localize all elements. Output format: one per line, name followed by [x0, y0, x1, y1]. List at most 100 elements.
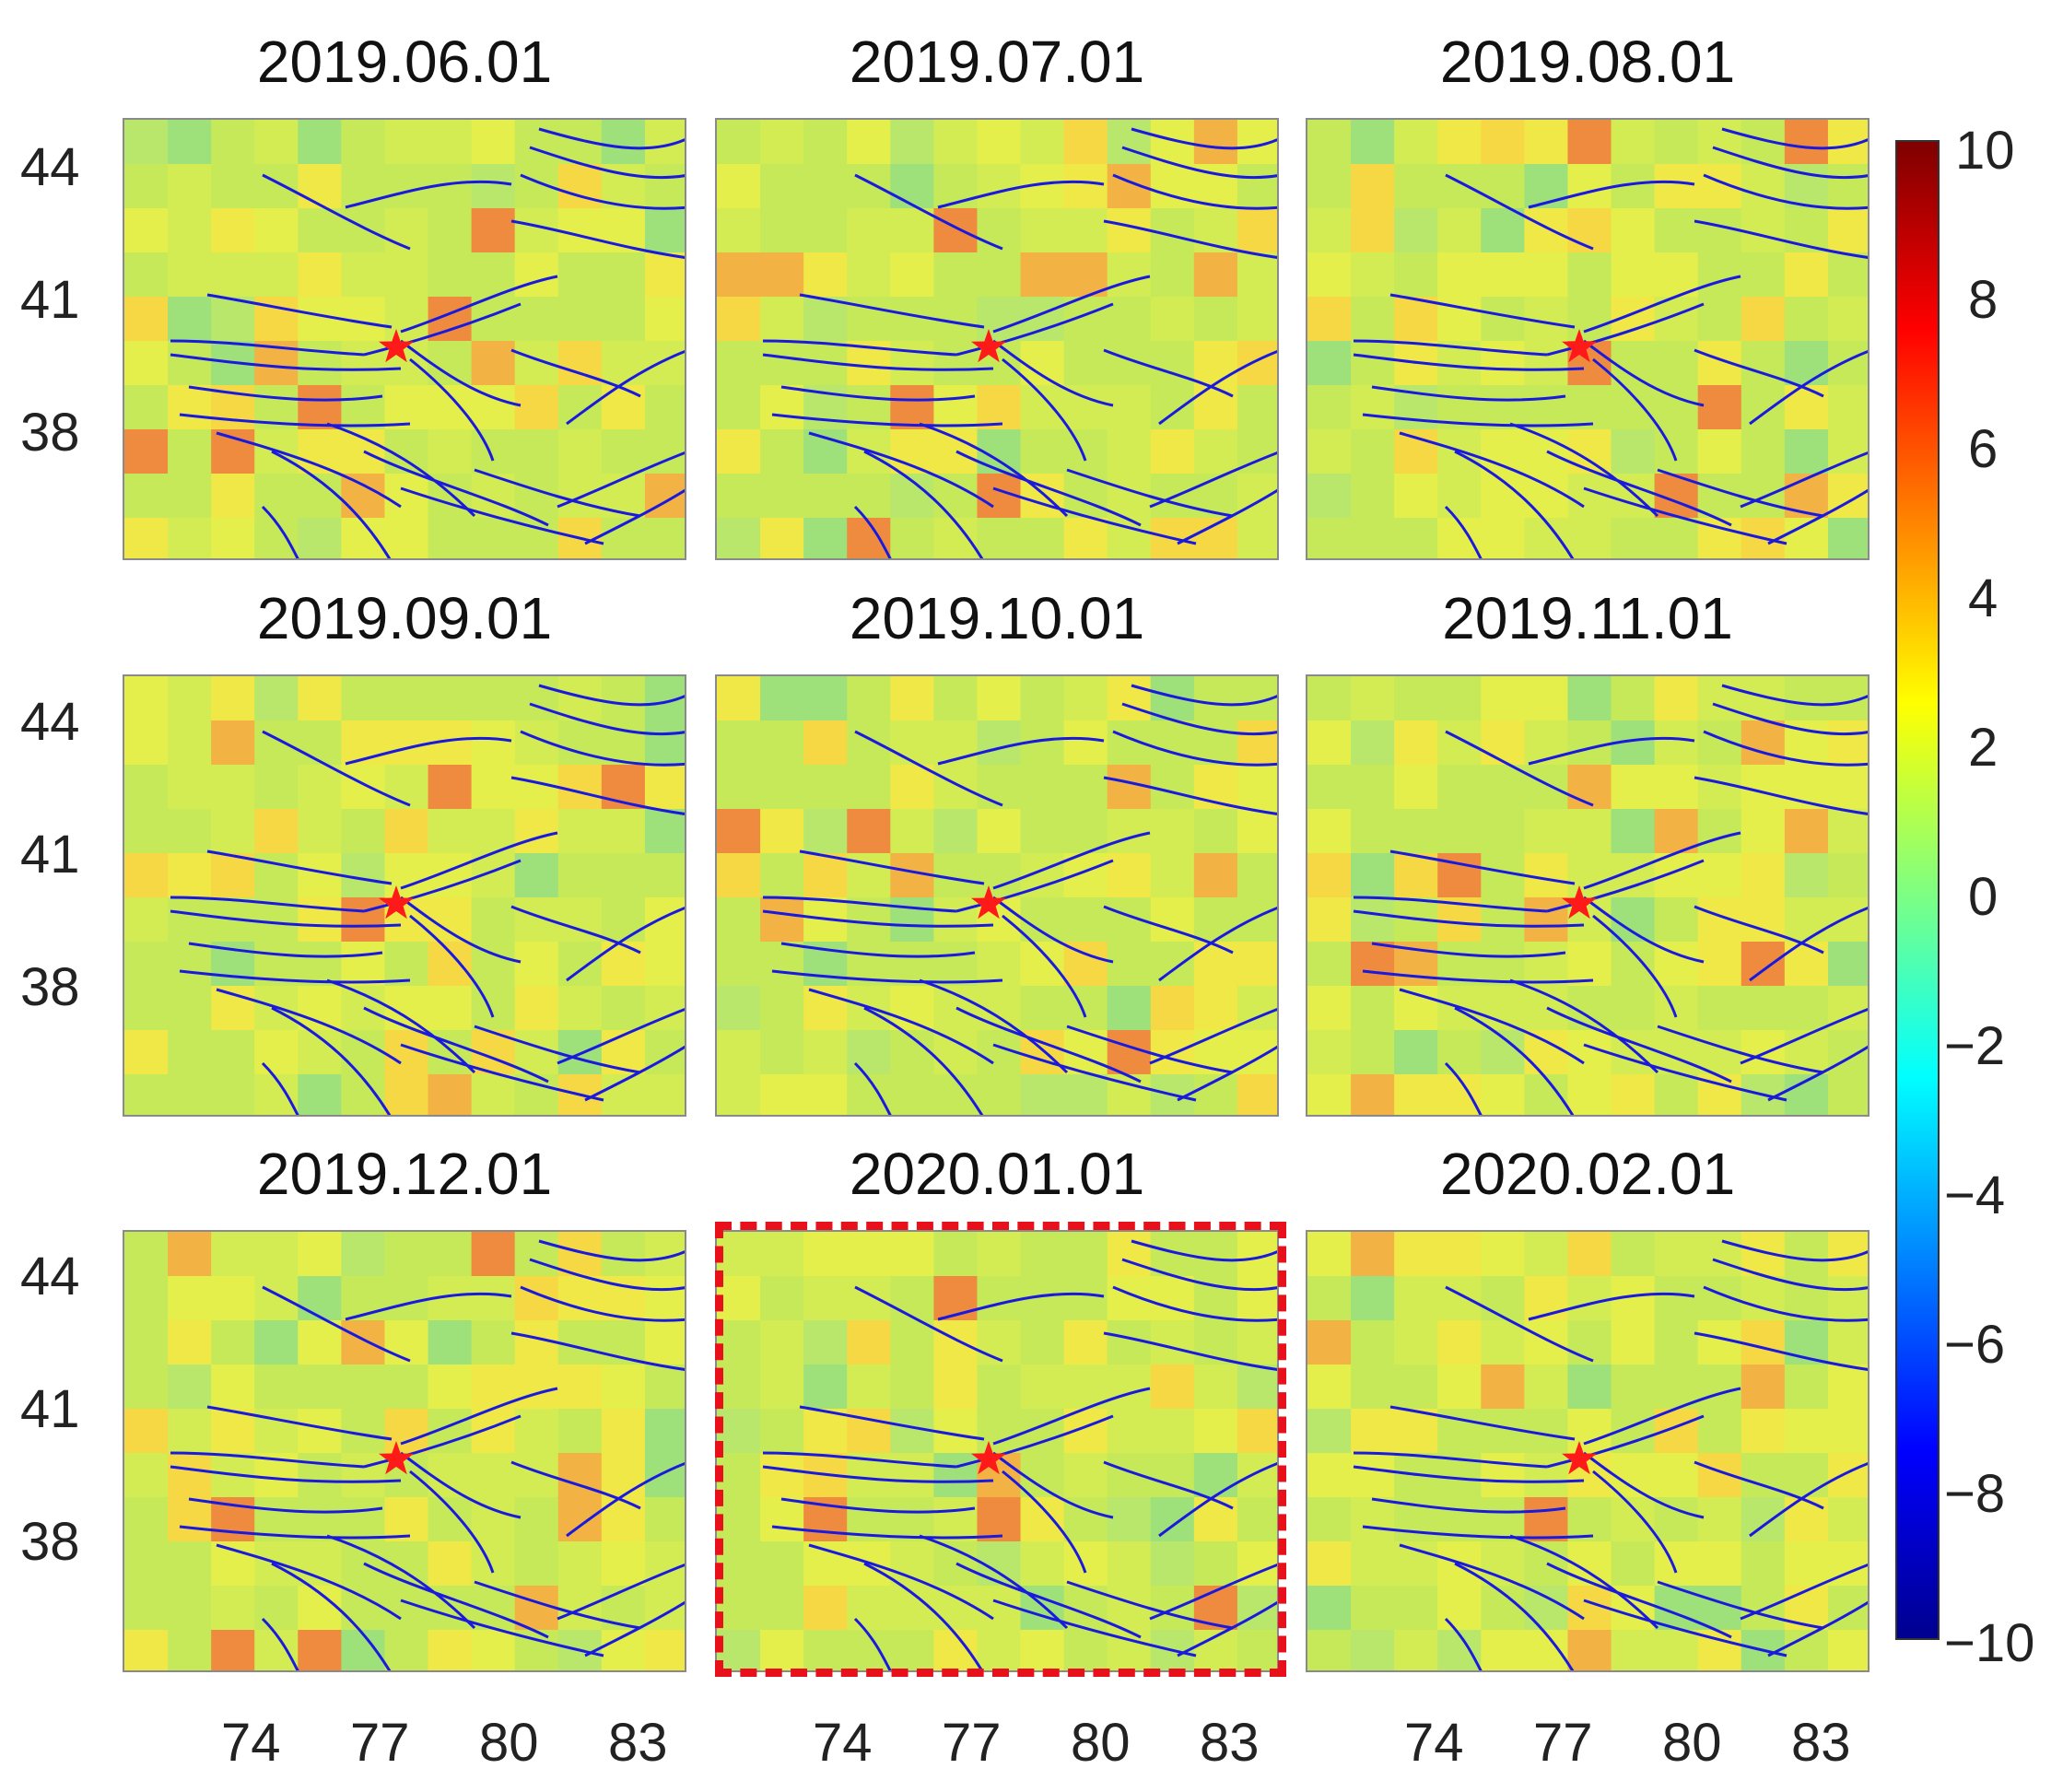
fault-line [510, 348, 641, 398]
grid-cell [1307, 1541, 1352, 1587]
grid-cell [847, 1232, 891, 1277]
red-star-icon [379, 1441, 414, 1475]
grid-cell [124, 720, 169, 766]
grid-cell [254, 1276, 299, 1321]
grid-cell [1437, 1232, 1482, 1277]
fault-line [1657, 1580, 1824, 1630]
grid-cell [1020, 120, 1065, 165]
grid-cell [1567, 853, 1612, 898]
grid-cell [428, 208, 473, 253]
grid-cell [1351, 1320, 1395, 1365]
grid-cell [1567, 252, 1612, 298]
fault-line [1767, 488, 1868, 545]
fault-line [566, 907, 685, 982]
grid-cell [1394, 474, 1438, 519]
grid-cell [1063, 765, 1108, 810]
fault-line [1149, 1563, 1277, 1621]
fault-line [409, 357, 495, 462]
grid-cell [1351, 1276, 1395, 1321]
grid-cell [1307, 765, 1352, 810]
fault-line [1103, 905, 1234, 955]
grid-cell [977, 1364, 1022, 1410]
grid-cell [644, 897, 685, 943]
map-canvas [124, 120, 685, 558]
fault-line [262, 173, 411, 251]
grid-cell [1481, 1364, 1525, 1410]
grid-cell [1394, 252, 1438, 298]
grid-cell [514, 385, 559, 430]
grid-cell [168, 1586, 212, 1631]
grid-cell [1107, 1232, 1152, 1277]
grid-cell [1741, 208, 1786, 253]
lat-tick-label: 38 [20, 403, 80, 463]
grid-cell [760, 986, 804, 1031]
grid-cell [384, 120, 429, 165]
grid-cell [847, 809, 891, 854]
grid-cell [341, 1074, 385, 1115]
grid-cell [1020, 1453, 1065, 1498]
grid-cell [1150, 164, 1195, 209]
grid-cell [124, 809, 169, 854]
map-canvas [717, 676, 1277, 1115]
grid-cell [1394, 720, 1438, 766]
grid-cell [1524, 897, 1568, 943]
grid-cell [1741, 1497, 1786, 1542]
grid-cell [717, 986, 761, 1031]
grid-cell [1020, 1541, 1065, 1587]
fault-line [1444, 1617, 1483, 1670]
grid-cell [1394, 120, 1438, 165]
grid-cell [847, 720, 891, 766]
grid-cell [1697, 942, 1742, 987]
fault-line [1528, 180, 1695, 209]
grid-cell [1351, 1364, 1395, 1410]
grid-cell [341, 164, 385, 209]
grid-cell [977, 765, 1022, 810]
grid-cell [1611, 1453, 1656, 1498]
grid-cell [717, 1497, 761, 1542]
grid-cell [1394, 1364, 1438, 1410]
grid-cell [977, 853, 1022, 898]
grid-cell [124, 765, 169, 810]
grid-cell [644, 1030, 685, 1075]
grid-cell [977, 676, 1022, 721]
fault-line [1158, 907, 1277, 982]
grid-cell [1654, 986, 1699, 1031]
fault-line [262, 730, 411, 807]
grid-cell [168, 474, 212, 519]
grid-cell [1481, 1320, 1525, 1365]
grid-cell [717, 1630, 761, 1670]
grid-cell [428, 429, 473, 474]
grid-cell [168, 720, 212, 766]
grid-cell [1654, 720, 1699, 766]
grid-cell [1524, 341, 1568, 386]
grid-cell [1107, 385, 1152, 430]
fault-line [520, 730, 685, 767]
grid-cell [298, 252, 342, 298]
grid-cell [803, 297, 848, 342]
fault-line [1103, 219, 1277, 259]
grid-cell [341, 897, 385, 943]
grid-cell [557, 1541, 603, 1587]
grid-cell [1567, 1232, 1612, 1277]
grid-cell [557, 853, 603, 898]
grid-cell [890, 676, 934, 721]
grid-cell [644, 765, 685, 810]
grid-cell [1437, 1276, 1482, 1321]
grid-cell [644, 853, 685, 898]
grid-cell [1611, 942, 1656, 987]
grid-cell [1307, 385, 1352, 430]
grid-cell [384, 1232, 429, 1277]
grid-cell [890, 720, 934, 766]
grid-cell [1697, 676, 1742, 721]
fault-line [1694, 1331, 1868, 1371]
fault-line [400, 486, 604, 545]
grid-cell [601, 252, 646, 298]
map-canvas [717, 120, 1277, 558]
grid-cell [977, 942, 1022, 987]
grid-cell [1193, 942, 1238, 987]
grid-cell [1394, 1409, 1438, 1454]
grid-cell [933, 429, 978, 474]
grid-cell [717, 385, 761, 430]
fault-line [409, 1470, 495, 1574]
fault-line [1583, 1043, 1788, 1102]
